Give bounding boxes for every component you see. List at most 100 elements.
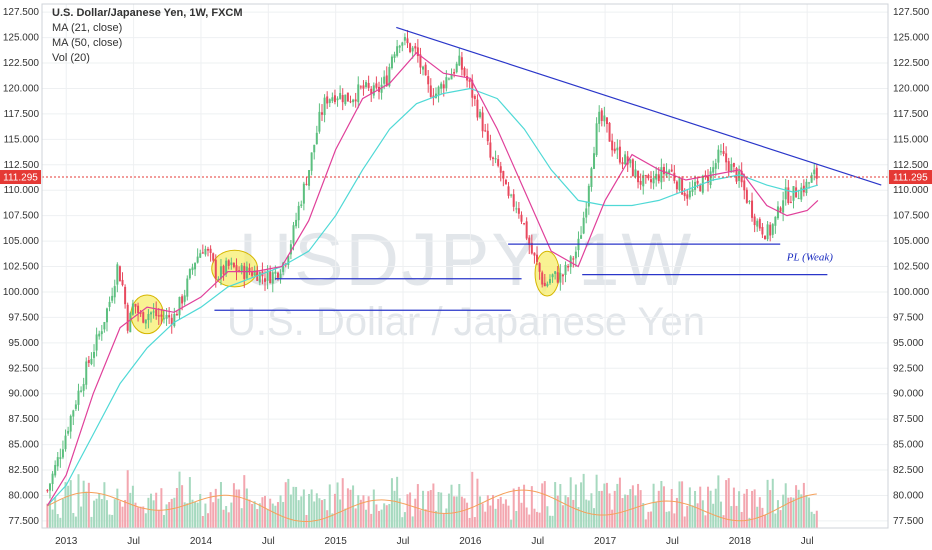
volume-bar — [665, 511, 668, 528]
candle-body — [93, 351, 96, 358]
candle-body — [313, 144, 316, 153]
volume-bar — [194, 501, 197, 528]
candle-body — [147, 314, 150, 321]
volume-bar — [738, 491, 741, 528]
candle-body — [751, 200, 754, 218]
volume-bar — [668, 511, 671, 528]
candle-body — [181, 296, 184, 304]
highlight-ellipse — [534, 250, 560, 297]
volume-bar — [103, 482, 106, 528]
candle-body — [219, 266, 222, 279]
candle-body — [776, 206, 779, 219]
volume-bar — [427, 491, 430, 528]
volume-bars — [46, 470, 818, 528]
volume-bar — [598, 491, 601, 528]
volume-bar — [722, 515, 725, 528]
volume-bar — [440, 492, 443, 528]
candle-body — [98, 333, 101, 337]
candle-body — [554, 271, 557, 274]
volume-bar — [815, 510, 818, 528]
candle-body — [714, 163, 717, 169]
volume-bar — [442, 513, 445, 528]
volume-bar — [377, 510, 380, 528]
candle-body — [150, 312, 153, 315]
legend-ma50: MA (50, close) — [52, 37, 123, 49]
candle-body — [271, 272, 274, 284]
volume-bar — [577, 507, 580, 528]
volume-bar — [808, 497, 811, 528]
candle-body — [59, 457, 62, 459]
candle-body — [362, 85, 365, 89]
candle-body — [510, 194, 513, 196]
volume-bar — [473, 517, 476, 528]
candle-body — [295, 219, 298, 227]
candle-body — [411, 47, 414, 52]
candle-body — [637, 170, 640, 183]
volume-bar — [126, 470, 129, 528]
volume-bar — [46, 503, 49, 528]
y-tick-label-left: 85.000 — [8, 440, 39, 451]
candle-body — [424, 64, 427, 76]
volume-bar — [543, 481, 546, 528]
volume-bar — [634, 495, 637, 528]
candle-body — [725, 153, 728, 163]
candle-body — [598, 111, 601, 124]
volume-bar — [813, 513, 816, 528]
y-tick-label-left: 112.500 — [4, 160, 40, 171]
volume-bar — [105, 500, 108, 528]
volume-bar — [642, 503, 645, 528]
volume-bar — [362, 495, 365, 528]
candle-body — [264, 278, 267, 282]
candle-body — [323, 97, 326, 116]
volume-bar — [87, 482, 90, 528]
volume-bar — [61, 498, 64, 528]
volume-bar — [561, 505, 564, 528]
candle-body — [188, 269, 191, 279]
y-tick-label-left: 100.000 — [3, 287, 40, 298]
volume-bar — [297, 500, 300, 528]
candle-body — [616, 147, 619, 151]
candle-body — [111, 295, 114, 301]
candle-body — [644, 175, 647, 177]
volume-bar — [370, 513, 373, 528]
candle-body — [605, 117, 608, 125]
volume-bar — [717, 475, 720, 528]
candle-body — [212, 253, 215, 261]
volume-bar — [261, 497, 264, 528]
y-tick-label-right: 125.000 — [893, 33, 930, 44]
volume-bar — [434, 510, 437, 528]
volume-bar — [745, 489, 748, 528]
candle-body — [326, 96, 329, 104]
volume-bar — [603, 483, 606, 528]
volume-bar — [629, 489, 632, 528]
candle-body — [380, 84, 383, 93]
candle-body — [797, 198, 800, 200]
y-tick-label-right: 95.000 — [893, 338, 924, 349]
y-tick-label-right: 77.500 — [893, 516, 924, 527]
volume-bar — [792, 497, 795, 528]
volume-bar — [479, 496, 482, 528]
x-tick-label: Jul — [397, 536, 410, 547]
candle-body — [559, 272, 562, 283]
candle-body — [525, 221, 528, 239]
candle-body — [289, 244, 292, 255]
candle-body — [427, 76, 430, 85]
candle-body — [450, 73, 453, 80]
volume-bar — [644, 519, 647, 528]
candle-body — [372, 85, 375, 96]
candle-body — [476, 99, 479, 118]
y-tick-label-right: 85.000 — [893, 440, 924, 451]
candle-body — [396, 46, 399, 56]
y-tick-label-left: 95.000 — [8, 338, 39, 349]
volume-bar — [675, 497, 678, 528]
volume-bar — [810, 511, 813, 528]
candle-body — [515, 208, 518, 210]
volume-bar — [567, 497, 570, 528]
candle-body — [48, 483, 51, 491]
candle-body — [191, 267, 194, 271]
volume-bar — [769, 490, 772, 528]
volume-bar — [48, 502, 51, 528]
volume-bar — [98, 493, 101, 528]
candle-body — [183, 295, 186, 302]
volume-bar — [326, 510, 329, 528]
